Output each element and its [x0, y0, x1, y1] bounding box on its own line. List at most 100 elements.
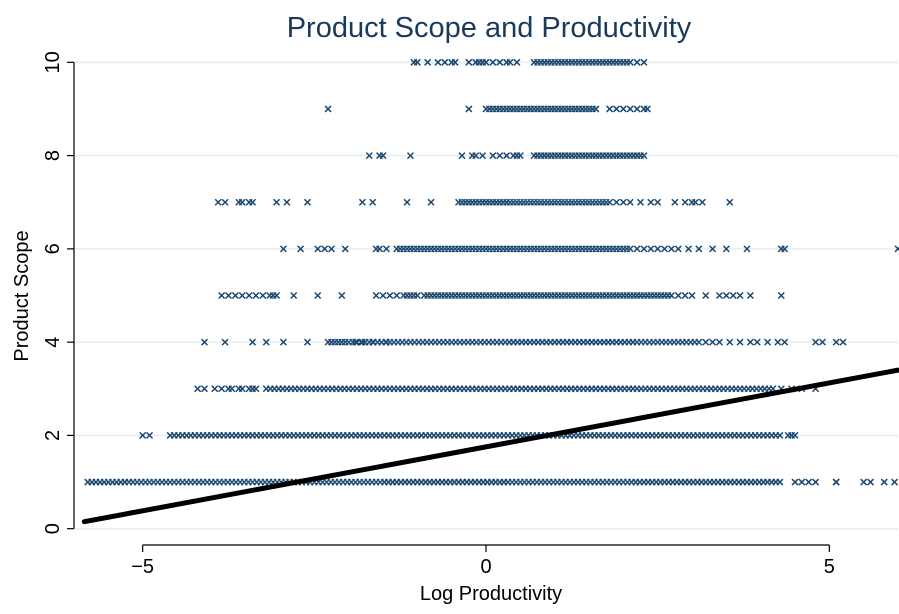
data-point: [338, 291, 346, 300]
data-point: [867, 478, 875, 486]
data-point: [764, 338, 772, 346]
y-tick-label: 2: [42, 430, 64, 441]
data-point: [647, 245, 655, 253]
data-point: [376, 245, 384, 253]
y-tick-label: 4: [42, 337, 64, 348]
data-point: [626, 105, 634, 113]
data-point-band: [166, 431, 784, 439]
data-point: [427, 198, 435, 206]
data-point-band: [530, 58, 634, 66]
data-point: [715, 291, 723, 300]
data-point: [489, 58, 497, 66]
data-point: [661, 245, 669, 253]
fit-line-layer: [81, 367, 899, 525]
data-point-band: [530, 152, 648, 160]
x-tick-label: 0: [480, 556, 491, 578]
data-point: [238, 291, 246, 300]
data-point: [458, 198, 466, 206]
data-point: [798, 478, 806, 486]
data-point: [283, 198, 291, 206]
data-point: [249, 198, 257, 206]
data-point: [746, 338, 754, 346]
data-point: [413, 58, 421, 66]
data-point: [434, 58, 442, 66]
data-point: [619, 105, 627, 113]
data-point-band: [393, 245, 634, 253]
data-point: [891, 478, 899, 486]
data-point: [221, 338, 229, 346]
data-point: [633, 245, 641, 253]
data-point: [238, 385, 246, 393]
data-point: [743, 245, 751, 253]
data-point: [324, 105, 332, 113]
data-point: [238, 198, 246, 206]
data-point: [303, 338, 311, 346]
data-point: [636, 198, 645, 206]
fit-line: [81, 367, 899, 525]
data-point-band: [84, 478, 784, 486]
data-point: [513, 58, 521, 66]
data-point: [194, 385, 202, 393]
data-point: [403, 198, 411, 206]
data-point: [753, 338, 761, 346]
data-point: [722, 291, 730, 300]
data-point: [606, 105, 614, 113]
data-point: [643, 105, 651, 113]
data-point: [654, 245, 662, 253]
y-tick-label: 10: [42, 51, 64, 73]
data-point: [503, 152, 511, 160]
data-point: [231, 291, 239, 300]
data-point: [218, 291, 226, 300]
data-point: [681, 291, 689, 300]
data-point: [200, 385, 208, 393]
data-point: [489, 152, 497, 160]
data-point: [781, 338, 789, 346]
data-point: [273, 198, 281, 206]
data-point: [406, 152, 414, 160]
data-point: [245, 291, 253, 300]
data-point: [372, 291, 380, 300]
data-point: [228, 385, 236, 393]
x-tick-label: −5: [131, 556, 154, 578]
x-tick-label: 5: [824, 556, 835, 578]
data-point: [805, 478, 813, 486]
data-point-band: [461, 198, 614, 206]
data-point: [273, 291, 281, 300]
data-point: [465, 58, 473, 66]
data-point: [667, 245, 675, 253]
data-point: [640, 245, 648, 253]
data-point: [249, 338, 257, 346]
data-point: [880, 478, 888, 486]
data-point: [393, 291, 401, 300]
data-point: [314, 291, 322, 300]
data-point: [321, 245, 329, 253]
data-point: [726, 338, 734, 346]
data-point: [341, 338, 349, 346]
data-point: [818, 338, 826, 346]
y-tick-label: 6: [42, 243, 64, 254]
data-point: [465, 105, 473, 113]
data-point: [358, 198, 366, 206]
data-point: [424, 58, 432, 66]
data-point: [698, 198, 706, 206]
data-point: [709, 245, 717, 253]
data-point: [279, 338, 287, 346]
data-point: [352, 338, 360, 346]
data-point: [496, 58, 504, 66]
data-point: [726, 198, 734, 206]
data-point: [695, 245, 703, 253]
data-point: [832, 338, 840, 346]
chart-title: Product Scope and Productivity: [287, 12, 692, 44]
data-point: [146, 431, 154, 439]
data-point: [369, 338, 377, 346]
data-point: [674, 245, 682, 253]
data-point: [774, 338, 782, 346]
data-point: [382, 338, 390, 346]
data-point: [674, 291, 682, 300]
data-point: [506, 58, 514, 66]
data-point: [688, 291, 696, 300]
data-point: [647, 198, 655, 206]
data-point: [303, 198, 311, 206]
data-point: [715, 338, 723, 346]
